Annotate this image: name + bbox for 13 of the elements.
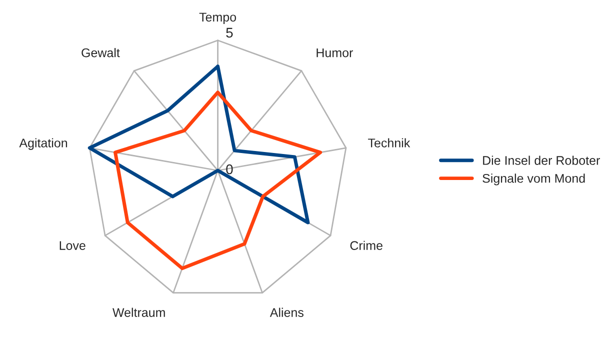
spoke-label: Tempo [199,12,236,24]
spoke-label: Love [60,241,86,250]
legend-label: Signale vom Mond [482,174,585,186]
spoke-label: Agitation [19,138,68,150]
legend-label: Die Insel der Roboter [483,156,600,165]
spoke-label: Crime [350,240,382,250]
y-tick-label: 5 [226,28,233,38]
y-tick-label: 0 [226,164,233,174]
spoke-label: Gewalt [82,48,120,58]
spoke-label: Technik [368,138,410,148]
spoke-label: Aliens [270,308,304,317]
spoke-label: Weltraum [112,308,165,317]
spoke-label: Humor [316,48,353,58]
